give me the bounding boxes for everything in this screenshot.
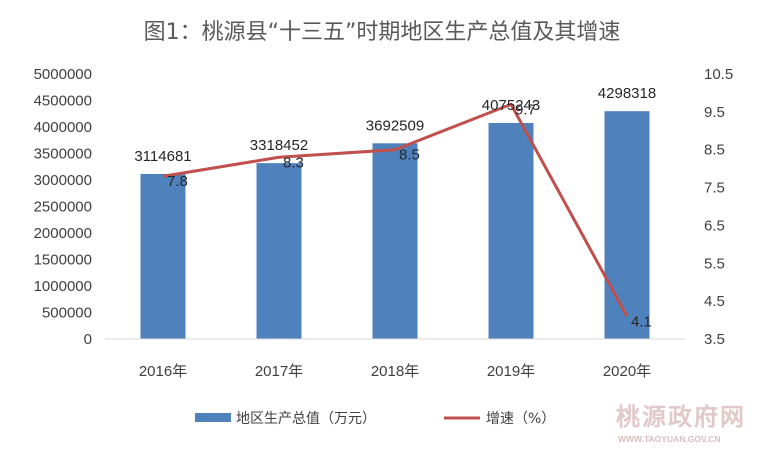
bar [604,111,650,339]
line-value-label: 9.7 [515,101,536,118]
left-axis-tick-label: 5000000 [34,66,92,83]
x-axis-tick-label: 2016年 [139,363,187,380]
bar-value-label: 3114681 [134,148,191,165]
legend: 地区生产总值（万元） 增速（%） [195,411,555,427]
bar [372,143,418,339]
watermark: 桃源政府网 WWW.TAOYUAN.GOV.CN [616,402,746,444]
left-axis: 0 500000 1000000 1500000 2000000 2500000 30000… [34,66,92,348]
left-axis-tick-label: 1500000 [34,252,92,269]
growth-rate-line [162,102,629,318]
left-axis-tick-label: 1000000 [34,278,92,295]
left-axis-tick-label: 2500000 [34,199,92,216]
line-series [162,102,629,318]
line-value-label: 4.1 [631,313,652,330]
x-axis-tick-label: 2017年 [255,363,303,380]
bar [256,163,302,339]
legend-bar-label: 地区生产总值（万元） [236,411,376,427]
bar-value-label: 4298318 [598,85,656,102]
left-axis-tick-label: 2000000 [34,225,92,242]
left-axis-tick-label: 4500000 [34,93,92,110]
left-axis-tick-label: 3500000 [34,146,92,163]
right-axis-tick-label: 8.5 [704,142,725,159]
right-axis-tick-label: 10.5 [704,66,733,83]
right-axis-tick-label: 9.5 [704,104,725,121]
right-axis-tick-label: 4.5 [704,293,725,310]
right-axis: 3.5 4.5 5.5 6.5 7.5 8.5 9.5 10.5 [704,66,733,348]
bar [140,173,186,339]
x-axis: 2016年 2017年 2018年 2019年 2020年 [105,338,685,380]
bar-series [140,111,650,340]
right-axis-tick-label: 7.5 [704,180,725,197]
x-axis-tick-label: 2018年 [371,363,419,380]
data-labels: 3114681 3318452 3692509 4075243 4298318 7.8 8.… [134,85,656,330]
watermark-url: WWW.TAOYUAN.GOV.CN [618,434,720,444]
left-axis-tick-label: 3000000 [34,172,92,189]
chart-title: 图1：桃源县“十三五”时期地区生产总值及其增速 [144,20,621,45]
left-axis-tick-label: 4000000 [34,119,92,136]
left-axis-tick-label: 0 [84,331,92,348]
legend-line-label: 增速（%） [486,411,555,427]
bar [488,123,534,340]
right-axis-tick-label: 3.5 [704,331,725,348]
bar-value-label: 4075243 [482,97,540,114]
left-axis-tick-label: 500000 [42,305,92,322]
bar-value-label: 3318452 [250,137,308,154]
x-axis-tick-label: 2020年 [603,363,651,380]
x-axis-tick-label: 2019年 [487,363,535,380]
line-value-label: 7.8 [167,173,188,190]
bar-value-label: 3692509 [366,117,424,134]
line-value-label: 8.5 [399,147,420,164]
right-axis-tick-label: 6.5 [704,217,725,234]
legend-bar-swatch [195,413,231,422]
watermark-name: 桃源政府网 [616,402,746,431]
right-axis-tick-label: 5.5 [704,255,725,272]
line-value-label: 8.3 [283,154,304,171]
